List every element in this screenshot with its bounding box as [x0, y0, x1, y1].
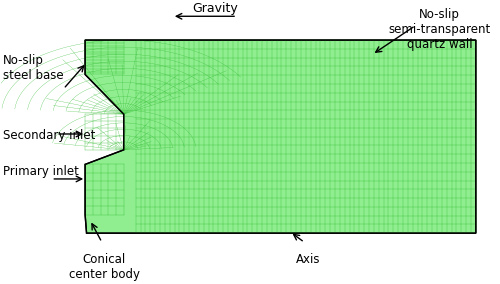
Text: Secondary inlet: Secondary inlet [3, 129, 96, 142]
Text: Axis: Axis [296, 253, 320, 266]
Text: Conical
center body: Conical center body [69, 253, 140, 281]
Text: No-slip
semi-transparent
quartz wall: No-slip semi-transparent quartz wall [388, 8, 491, 51]
Polygon shape [85, 40, 476, 233]
Text: No-slip
steel base: No-slip steel base [3, 54, 64, 82]
Text: Primary inlet: Primary inlet [3, 164, 79, 178]
Text: Gravity: Gravity [192, 2, 238, 15]
